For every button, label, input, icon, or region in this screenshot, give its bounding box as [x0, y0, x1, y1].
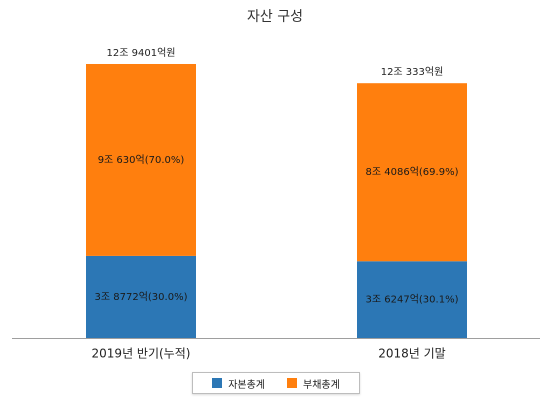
x-tick-label-0: 2019년 반기(누적) — [92, 347, 191, 361]
legend-item-liabilities[interactable]: 부채총계 — [287, 376, 340, 391]
bar-equity-0 — [86, 255, 196, 338]
total-label-1: 12조 333억원 — [381, 66, 444, 78]
bar-liabilities-1 — [357, 83, 467, 262]
legend-swatch-equity — [212, 378, 223, 388]
data-label-liabilities-1: 8조 4086억(69.9%) — [366, 166, 459, 178]
legend-label-liabilities: 부채총계 — [303, 379, 340, 391]
bar-liabilities-0 — [86, 63, 196, 256]
data-label-liabilities-0: 9조 630억(70.0%) — [98, 154, 185, 166]
chart-legend: 자본총계 부채총계 — [192, 372, 360, 394]
legend-swatch-liabilities — [287, 378, 297, 388]
legend-item-equity[interactable]: 자본총계 — [212, 376, 265, 391]
bar-equity-1 — [357, 261, 467, 338]
chart-title: 자산 구성 — [247, 9, 303, 25]
legend-label-equity: 자본총계 — [228, 379, 265, 391]
data-label-equity-0: 3조 8772억(30.0%) — [95, 291, 188, 303]
data-label-equity-1: 3조 6247억(30.1%) — [366, 294, 459, 306]
x-tick-label-1: 2018년 기말 — [378, 347, 445, 361]
total-label-0: 12조 9401억원 — [107, 47, 176, 59]
